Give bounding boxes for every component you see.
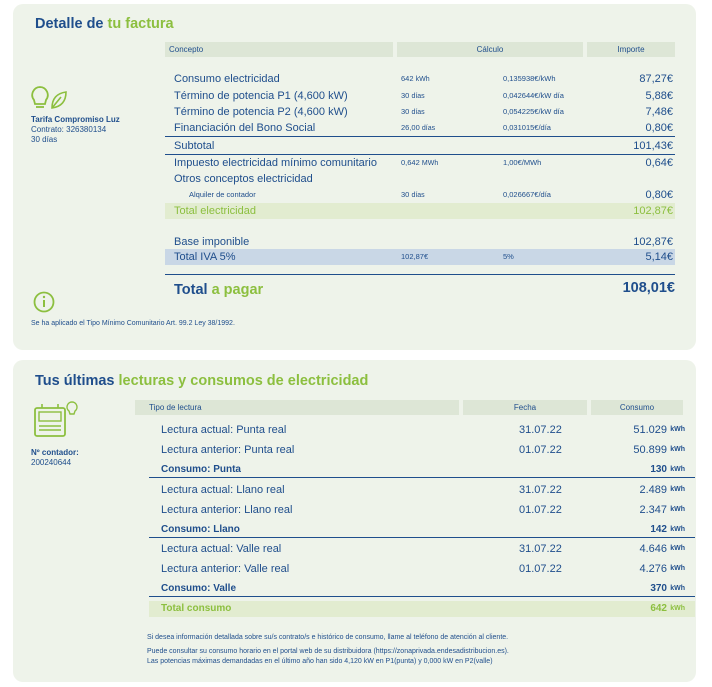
reading-value: 370: [650, 583, 667, 594]
reading-date: 01.07.22: [519, 444, 562, 456]
reading-row: Lectura anterior: Llano real 01.07.22 2.34…: [149, 502, 695, 518]
invoice-title: Detalle de tu factura: [35, 16, 174, 32]
reading-value: 142: [650, 524, 667, 535]
reading-unit: kWh: [670, 565, 685, 572]
reading-unit: kWh: [670, 605, 685, 612]
reading-label: Lectura actual: Llano real: [161, 484, 285, 496]
header-calc: Cálculo: [397, 42, 583, 57]
header-type: Tipo de lectura: [135, 400, 459, 415]
invoice-row: Consumo electricidad 642 kWh 0,135938€/k…: [174, 73, 673, 85]
meter-info: Nº contador: 200240644: [31, 448, 79, 467]
reading-value: 4.276: [639, 563, 667, 575]
contract-info: Tarifa Compromiso Luz Contrato: 32638013…: [31, 115, 120, 144]
reading-unit: kWh: [670, 545, 685, 552]
total-divider: [165, 274, 675, 275]
total-electricity-row: Total electricidad 102,87€: [165, 203, 675, 219]
invoice-row: Otros conceptos electricidad: [174, 173, 313, 185]
header-amount: Importe: [587, 42, 675, 57]
reading-unit: kWh: [670, 506, 685, 513]
footnote-1: Si desea información detallada sobre su/…: [147, 634, 509, 641]
reading-value: 642: [650, 603, 667, 614]
invoice-row: Alquiler de contador 30 días 0,026667€/d…: [189, 189, 673, 201]
reading-unit: kWh: [670, 466, 685, 473]
info-icon: [33, 291, 55, 313]
invoice-row: Financiación del Bono Social 26,00 días …: [165, 120, 675, 137]
reading-row: Lectura actual: Punta real 31.07.22 51.029…: [149, 422, 695, 438]
reading-label: Consumo: Punta: [161, 464, 241, 475]
reading-date: 31.07.22: [519, 424, 562, 436]
readings-card: Tus últimas lecturas y consumos de elect…: [13, 360, 696, 682]
reading-unit: kWh: [670, 526, 685, 533]
reading-value: 51.029: [633, 424, 667, 436]
reading-label: Lectura actual: Valle real: [161, 543, 282, 555]
reading-date: 31.07.22: [519, 484, 562, 496]
vat-row: Total IVA 5% 102,87€ 5% 5,14€: [165, 249, 675, 265]
reading-date: 31.07.22: [519, 543, 562, 555]
reading-value: 50.899: [633, 444, 667, 456]
reading-label: Consumo: Valle: [161, 583, 237, 594]
subtotal-row: Subtotal 101,43€: [165, 138, 675, 155]
reading-label: Lectura actual: Punta real: [161, 424, 287, 436]
reading-value: 130: [650, 464, 667, 475]
footnote-2: Puede consultar su consumo horario en el…: [147, 648, 509, 655]
reading-label: Consumo: Llano: [161, 524, 240, 535]
header-date: Fecha: [463, 400, 587, 415]
reading-label: Lectura anterior: Llano real: [161, 504, 293, 516]
invoice-detail-card: Detalle de tu factura Tarifa Compromiso …: [13, 4, 696, 350]
meter-icon: [34, 401, 78, 437]
reading-label: Total consumo: [161, 603, 232, 614]
reading-label: Lectura anterior: Valle real: [161, 563, 290, 575]
header-concept: Concepto: [165, 42, 393, 57]
reading-date: 01.07.22: [519, 504, 562, 516]
lightbulb-leaf-icon: [31, 86, 67, 109]
reading-value: 4.646: [639, 543, 667, 555]
reading-unit: kWh: [670, 446, 685, 453]
readings-title: Tus últimas lecturas y consumos de elect…: [35, 373, 369, 389]
invoice-row: Término de potencia P1 (4,600 kW) 30 día…: [174, 90, 673, 102]
taxable-base-row: Base imponible 102,87€: [174, 236, 673, 248]
reading-date: 01.07.22: [519, 563, 562, 575]
footnote-3: Las potencias máximas demandadas en el ú…: [147, 658, 493, 665]
total-label: Total a pagar: [174, 282, 264, 298]
reading-row: Lectura anterior: Valle real 01.07.22 4.27…: [149, 561, 695, 577]
invoice-row: Impuesto electricidad mínimo comunitario…: [174, 157, 673, 169]
total-consumption-row: Total consumo 642 kWh: [149, 601, 695, 617]
reading-value: 2.347: [639, 504, 667, 516]
reading-value: 2.489: [639, 484, 667, 496]
consumption-row: Consumo: Punta 130 kWh: [149, 462, 695, 478]
tax-note: Se ha aplicado el Tipo Mínimo Comunitari…: [31, 320, 235, 327]
total-amount: 108,01€: [622, 280, 675, 296]
reading-label: Lectura anterior: Punta real: [161, 444, 295, 456]
reading-unit: kWh: [670, 426, 685, 433]
reading-row: Lectura actual: Llano real 31.07.22 2.489 k…: [149, 482, 695, 498]
reading-row: Lectura actual: Valle real 31.07.22 4.646 k…: [149, 541, 695, 557]
consumption-row: Consumo: Llano 142 kWh: [149, 522, 695, 538]
reading-unit: kWh: [670, 585, 685, 592]
reading-unit: kWh: [670, 486, 685, 493]
consumption-row: Consumo: Valle 370 kWh: [149, 581, 695, 597]
invoice-row: Término de potencia P2 (4,600 kW) 30 día…: [174, 106, 673, 118]
header-consumption: Consumo: [591, 400, 683, 415]
reading-row: Lectura anterior: Punta real 01.07.22 50.8…: [149, 442, 695, 458]
